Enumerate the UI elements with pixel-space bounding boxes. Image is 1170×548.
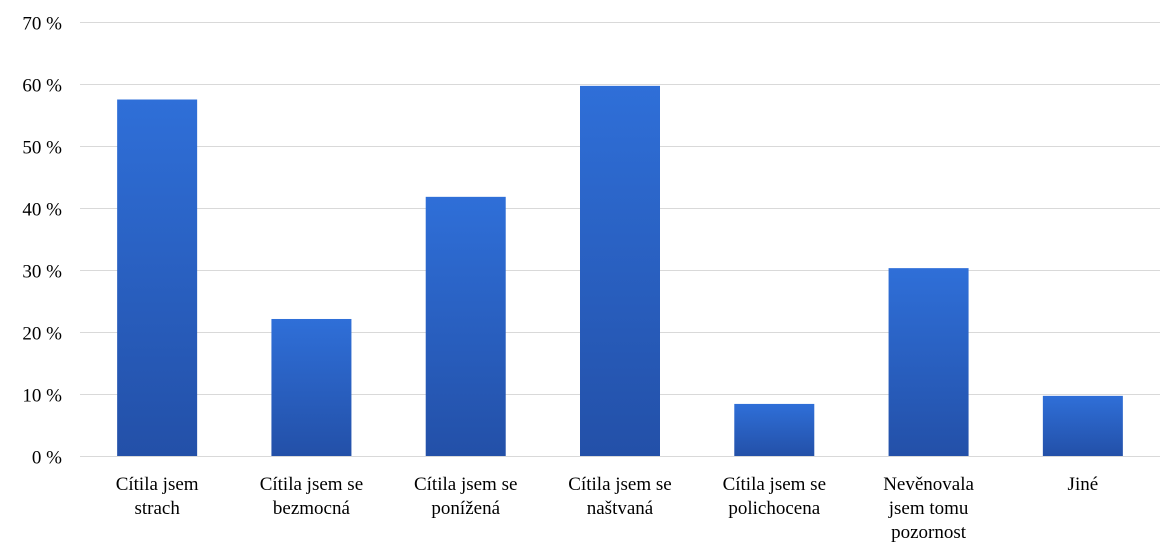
bar [117, 99, 198, 456]
y-tick-label: 30 % [22, 262, 62, 283]
bar [734, 403, 815, 456]
y-tick-label: 10 % [22, 386, 62, 407]
bar [580, 85, 660, 457]
x-category-label-line: Cítila jsem se [260, 474, 363, 495]
x-category-label-line: strach [134, 498, 180, 519]
y-axis-tick-labels: 0 % 10 % 20 % 30 % 40 % 50 % 60 % 70 % [22, 14, 62, 469]
y-tick-label: 60 % [22, 76, 62, 97]
x-category-label: Nevěnovala jsem tomu pozornost [883, 474, 974, 543]
y-tick-label: 70 % [22, 14, 62, 35]
bars [117, 85, 1123, 457]
x-category-label-line: ponížená [431, 498, 500, 519]
x-category-label-line: Cítila jsem se [568, 474, 671, 495]
x-category-label-line: polichocena [728, 498, 820, 519]
x-category-label-line: Cítila jsem se [723, 474, 826, 495]
x-category-label: Cítila jsem se ponížená [414, 474, 517, 519]
x-category-label: Cítila jsem se bezmocná [260, 474, 363, 519]
x-category-label-line: Cítila jsem se [414, 474, 517, 495]
y-tick-label: 0 % [32, 448, 62, 469]
x-category-label-line: naštvaná [587, 498, 654, 519]
bar [888, 268, 969, 456]
x-category-label-line: Cítila jsem [116, 474, 199, 495]
x-category-label: Cítila jsem se naštvaná [568, 474, 671, 519]
x-category-label: Cítila jsem se polichocena [723, 474, 826, 519]
x-category-label-line: Nevěnovala [883, 474, 974, 495]
y-tick-label: 50 % [22, 138, 62, 159]
y-tick-label: 40 % [22, 200, 62, 221]
y-tick-label: 20 % [22, 324, 62, 345]
x-category-label-line: pozornost [891, 522, 967, 543]
bar [1042, 395, 1123, 456]
x-category-label-line: Jiné [1068, 474, 1099, 495]
x-category-label: Cítila jsem strach [116, 474, 199, 519]
x-category-label: Jiné [1068, 474, 1099, 495]
x-category-label-line: bezmocná [273, 498, 351, 519]
x-category-label-line: jsem tomu [888, 498, 969, 519]
bar [425, 196, 506, 456]
bar [271, 318, 352, 456]
